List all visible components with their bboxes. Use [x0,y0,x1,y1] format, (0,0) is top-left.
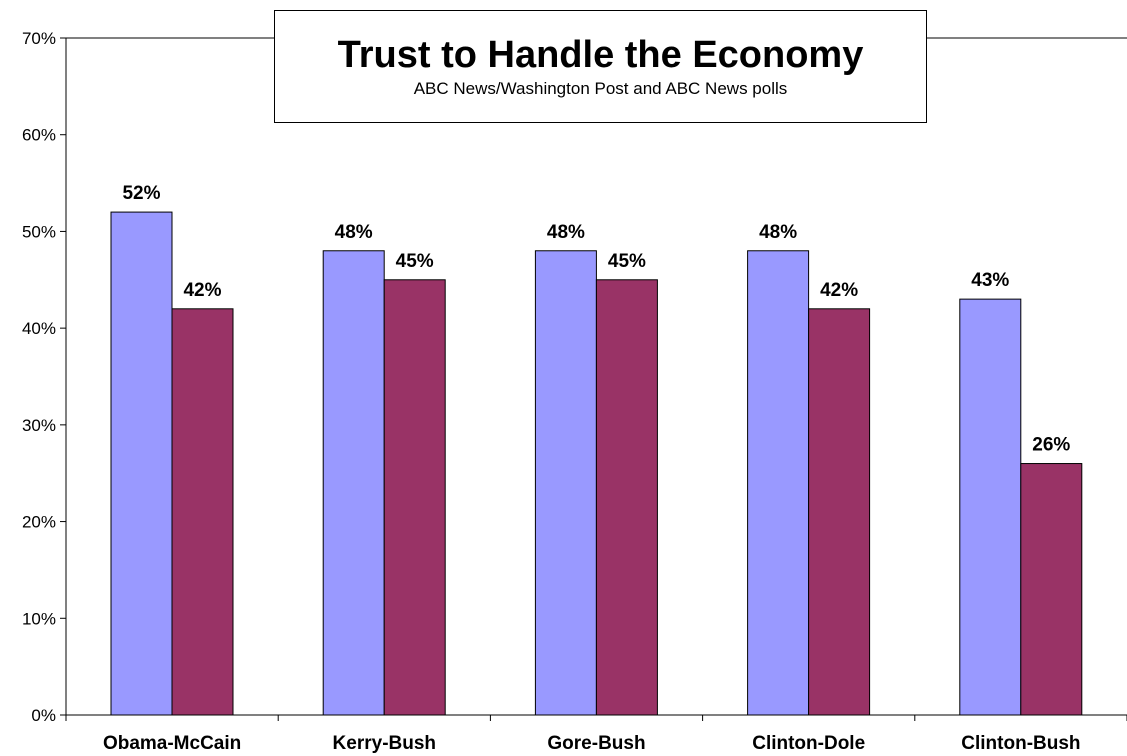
bar [1020,463,1083,716]
data-label: 43% [971,270,1009,291]
data-label: 42% [820,280,858,301]
bar [171,308,234,716]
data-label: 45% [396,251,434,272]
category-label: Kerry-Bush [333,733,436,754]
data-label: 52% [122,183,160,204]
bar [808,308,871,716]
bar [595,279,658,716]
bar [534,250,597,716]
data-label: 42% [183,280,221,301]
bar [322,250,385,716]
chart-subtitle: ABC News/Washington Post and ABC News po… [413,79,788,98]
data-label: 45% [608,251,646,272]
y-tick-label: 0% [31,706,56,725]
category-label: Clinton-Bush [961,733,1080,754]
bar [383,279,446,716]
chart-title: Trust to Handle the Economy [337,34,864,76]
y-tick-label: 10% [22,609,56,628]
plot-area: 0% 10% 20% 30% 40% 50% 60% 70% 52% 42% Obama-McCai… [22,29,1127,754]
y-tick-label: 40% [22,319,56,338]
data-label: 48% [759,222,797,243]
y-tick-label: 20% [22,513,56,532]
chart-title-box: Trust to Handle the Economy ABC News/Was… [274,10,927,123]
y-tick-label: 50% [22,222,56,241]
y-tick-label: 30% [22,416,56,435]
bar [110,211,173,716]
category-label: Clinton-Dole [752,733,865,754]
bar [959,298,1022,716]
category-label: Gore-Bush [547,733,645,754]
bar [747,250,810,716]
y-tick-label: 70% [22,29,56,48]
data-label: 26% [1032,435,1070,456]
data-label: 48% [547,222,585,243]
y-tick-label: 60% [22,126,56,145]
data-label: 48% [335,222,373,243]
category-label: Obama-McCain [103,733,241,754]
